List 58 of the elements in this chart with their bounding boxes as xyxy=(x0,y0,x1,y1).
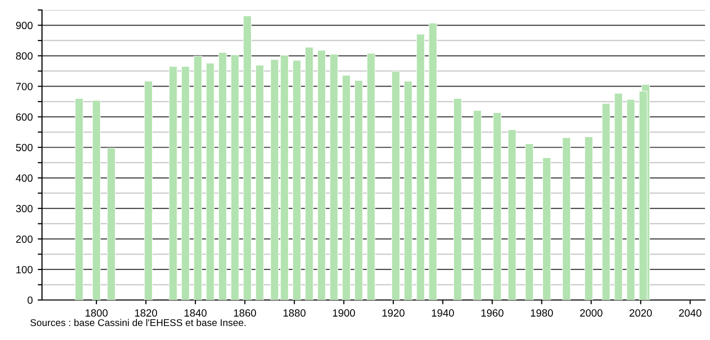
bar xyxy=(404,80,412,300)
bar xyxy=(181,66,190,300)
bar xyxy=(304,46,314,300)
bar xyxy=(508,129,516,300)
y-tick-label: 900 xyxy=(16,22,33,30)
bar xyxy=(473,110,482,300)
bar xyxy=(194,56,202,300)
bar xyxy=(428,22,438,300)
bar xyxy=(453,98,462,300)
bar xyxy=(144,80,153,300)
y-tick-label: 200 xyxy=(16,235,33,243)
bar xyxy=(230,54,240,300)
x-tick-label: 1840 xyxy=(184,309,207,317)
bar xyxy=(168,66,178,300)
bar xyxy=(107,148,116,300)
x-tick-label: 1960 xyxy=(481,309,504,317)
x-tick-label: 1980 xyxy=(530,309,553,317)
x-tick-label: 1820 xyxy=(135,309,158,317)
bar xyxy=(525,143,534,300)
y-tick-label: 300 xyxy=(16,204,33,212)
x-tick-label: 1940 xyxy=(432,309,454,317)
bar xyxy=(602,103,610,300)
x-tick-label: 1860 xyxy=(234,309,256,317)
y-tick-label: 400 xyxy=(16,174,33,182)
bar xyxy=(614,93,623,300)
x-tick-label: 1880 xyxy=(284,309,306,317)
x-tick-label: 2020 xyxy=(630,309,652,317)
bar xyxy=(218,52,227,300)
y-tick-label: 700 xyxy=(16,82,33,90)
x-tick-label: 1920 xyxy=(382,309,404,317)
bar xyxy=(330,54,338,300)
bar xyxy=(74,98,84,300)
bar xyxy=(366,53,376,300)
bar xyxy=(542,157,551,300)
bar xyxy=(584,136,593,300)
bar xyxy=(626,99,636,300)
y-tick-label: 0 xyxy=(28,296,33,304)
bar xyxy=(562,137,571,300)
x-tick-label: 2000 xyxy=(580,309,602,317)
y-tick-label: 800 xyxy=(16,52,33,60)
x-tick-label: 1900 xyxy=(333,309,355,317)
bar xyxy=(416,34,425,300)
y-tick-label: 600 xyxy=(16,113,33,121)
bar xyxy=(492,112,502,300)
source-note: Sources : base Cassini de l'EHESS et base Insee. xyxy=(30,318,246,326)
bar xyxy=(342,75,351,300)
bar xyxy=(292,60,302,300)
x-tick-label: 1800 xyxy=(86,309,108,317)
bar xyxy=(392,71,400,300)
y-tick-label: 100 xyxy=(16,266,33,274)
bar xyxy=(206,62,214,300)
bar xyxy=(317,50,326,300)
bar xyxy=(255,64,264,300)
bar xyxy=(92,100,101,300)
bar xyxy=(354,80,363,300)
bar xyxy=(243,16,252,300)
y-tick-label: 500 xyxy=(16,144,33,152)
x-tick-label: 2040 xyxy=(679,309,702,317)
